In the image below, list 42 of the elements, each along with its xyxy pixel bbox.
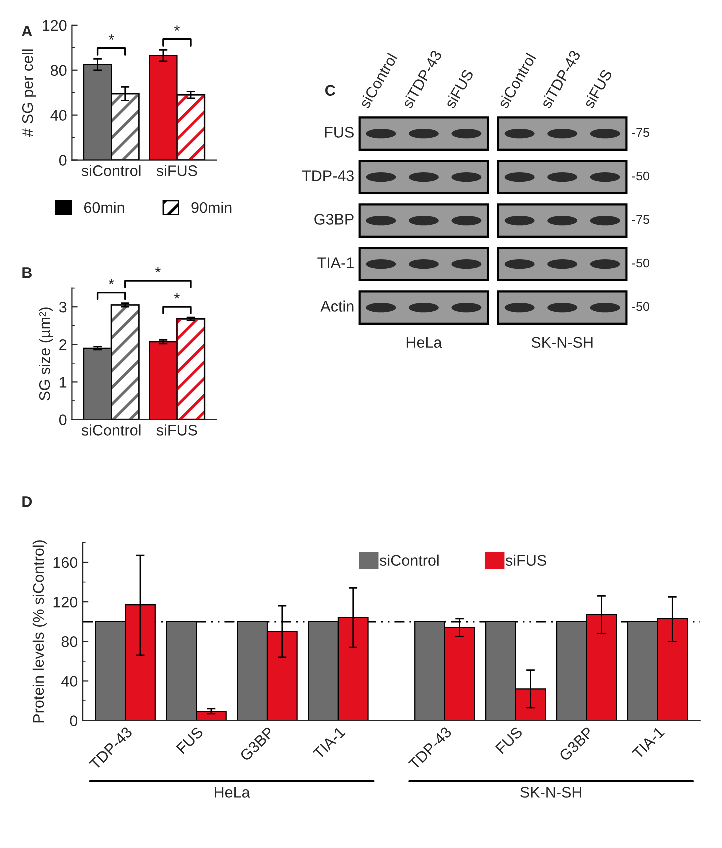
annotation: * xyxy=(174,26,180,32)
y-tick-label: 2 xyxy=(60,340,67,350)
category-label: FUS xyxy=(325,127,354,138)
y-tick-label: 40 xyxy=(50,110,67,122)
annotation: * xyxy=(108,34,114,40)
category-label: -75 xyxy=(632,215,650,224)
y-tick-label: 80 xyxy=(51,65,67,76)
category-label: -50 xyxy=(632,172,650,181)
y-tick-label: 0 xyxy=(59,155,67,166)
category-label: -50 xyxy=(632,258,650,268)
text: HeLa xyxy=(406,337,442,348)
y-axis-title: # SG per cell xyxy=(22,50,36,137)
legend-label: siControl xyxy=(380,554,439,566)
y-tick-label: 120 xyxy=(43,20,67,32)
text: 60min xyxy=(84,202,124,214)
category-label: TIA-1 xyxy=(318,258,354,268)
text: 90min xyxy=(192,202,232,214)
y-tick-label: 120 xyxy=(54,596,78,608)
chart-title: B xyxy=(22,268,32,278)
y-tick-label: 0 xyxy=(59,414,67,426)
y-tick-label: 80 xyxy=(62,636,78,648)
text: C xyxy=(326,85,336,96)
y-tick-label: 40 xyxy=(62,676,78,687)
y-tick-label: 160 xyxy=(54,557,78,568)
text: * xyxy=(108,279,114,285)
text: HeLa xyxy=(215,787,250,798)
y-tick-label: 1 xyxy=(60,377,67,388)
text: * xyxy=(155,267,161,273)
y-tick-label: 0 xyxy=(70,716,78,726)
category-label: -50 xyxy=(632,302,650,312)
y-tick-label: 3 xyxy=(59,302,67,313)
category-label: G3BP xyxy=(314,214,354,225)
chart-title: D xyxy=(22,496,32,508)
chart-title: A xyxy=(22,26,32,37)
category-label: -75 xyxy=(632,128,650,138)
text: SK-N-SH xyxy=(532,337,593,348)
y-axis-title: SG size (µm²) xyxy=(39,308,54,401)
text: SK-N-SH xyxy=(520,787,582,798)
legend-label: siFUS xyxy=(506,554,546,566)
y-axis-title: Protein levels (% siControl) xyxy=(32,540,48,723)
category-label: Actin xyxy=(320,300,354,312)
annotation: * xyxy=(174,293,180,299)
